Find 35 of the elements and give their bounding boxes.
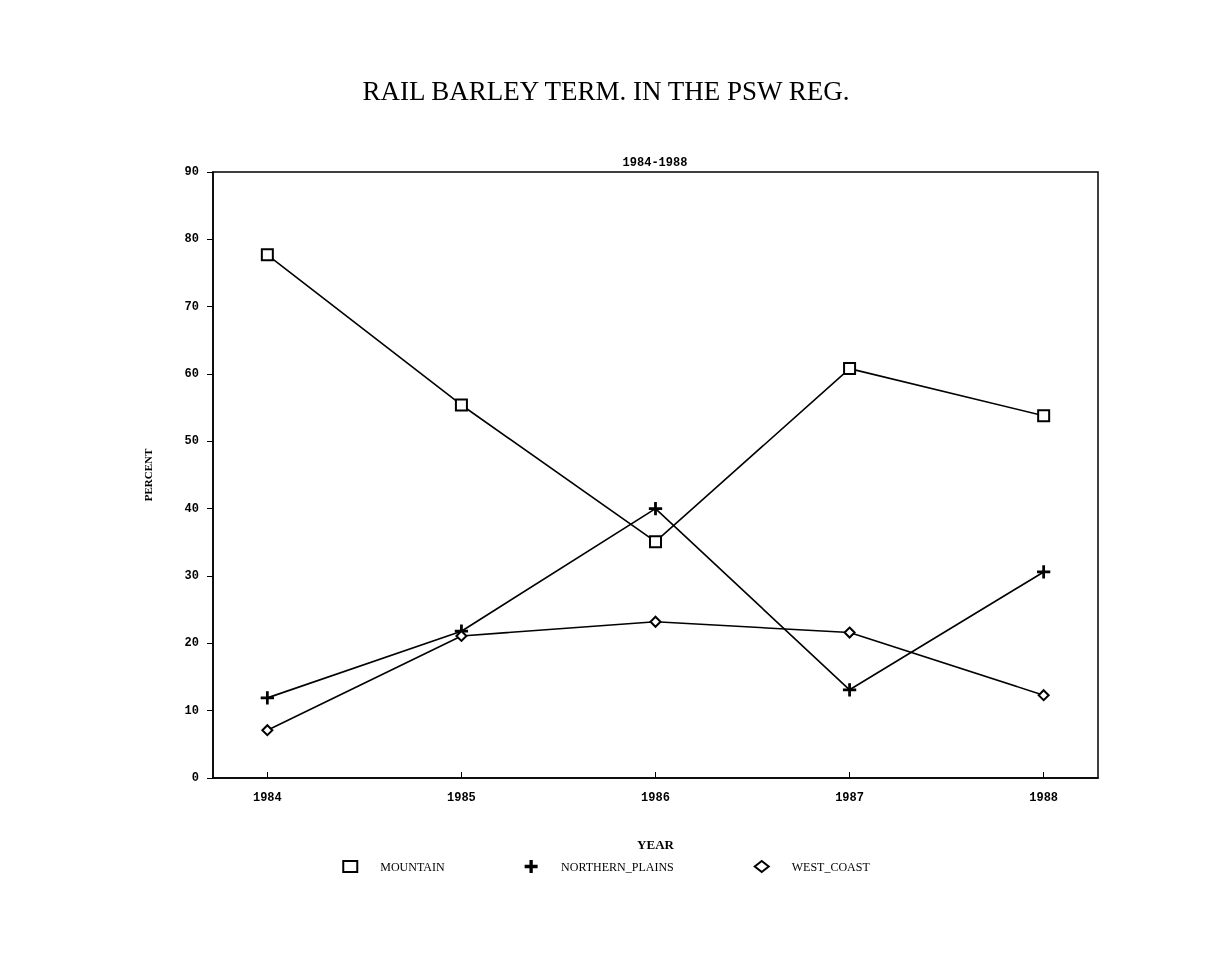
point	[1037, 409, 1051, 423]
y-tick-label: 0	[191, 771, 199, 785]
x-axis-title: YEAR	[637, 837, 675, 852]
x-tick-label: 1987	[835, 791, 864, 805]
y-tick-label: 10	[184, 703, 199, 718]
point	[843, 362, 857, 376]
legend-label: NORTHERN_PLAINS	[561, 859, 674, 874]
point	[649, 535, 662, 549]
y-tick-label: 40	[184, 501, 199, 516]
point	[260, 691, 274, 705]
point	[261, 724, 274, 737]
x-tick-label: 1984	[252, 791, 282, 805]
point	[260, 248, 274, 262]
y-tick-label: 20	[184, 636, 199, 651]
x-tick-label: 1988	[1029, 791, 1059, 805]
y-tick-label: 50	[184, 434, 199, 449]
chart-title: RAIL BARLEY TERM. IN THE PSW REG.	[362, 75, 850, 106]
legend-label: WEST_COAST	[791, 859, 871, 874]
point	[842, 683, 857, 697]
y-tick-label: 90	[184, 165, 199, 179]
point	[648, 502, 663, 516]
y-tick-label: 30	[184, 569, 199, 583]
y-tick-label: 70	[184, 299, 199, 314]
x-tick-label: 1985	[447, 791, 476, 805]
y-tick-label: 80	[184, 232, 199, 247]
point	[1037, 689, 1050, 702]
point	[649, 615, 662, 628]
x-tick-label: 1986	[641, 791, 670, 805]
point	[1037, 565, 1051, 579]
chart-subtitle: 1984-1988	[622, 156, 688, 170]
point	[454, 398, 468, 412]
point	[843, 626, 856, 639]
y-tick-label: 60	[184, 367, 199, 381]
y-axis-title: PERCENT	[141, 448, 154, 502]
legend-label: MOUNTAIN	[380, 859, 445, 874]
